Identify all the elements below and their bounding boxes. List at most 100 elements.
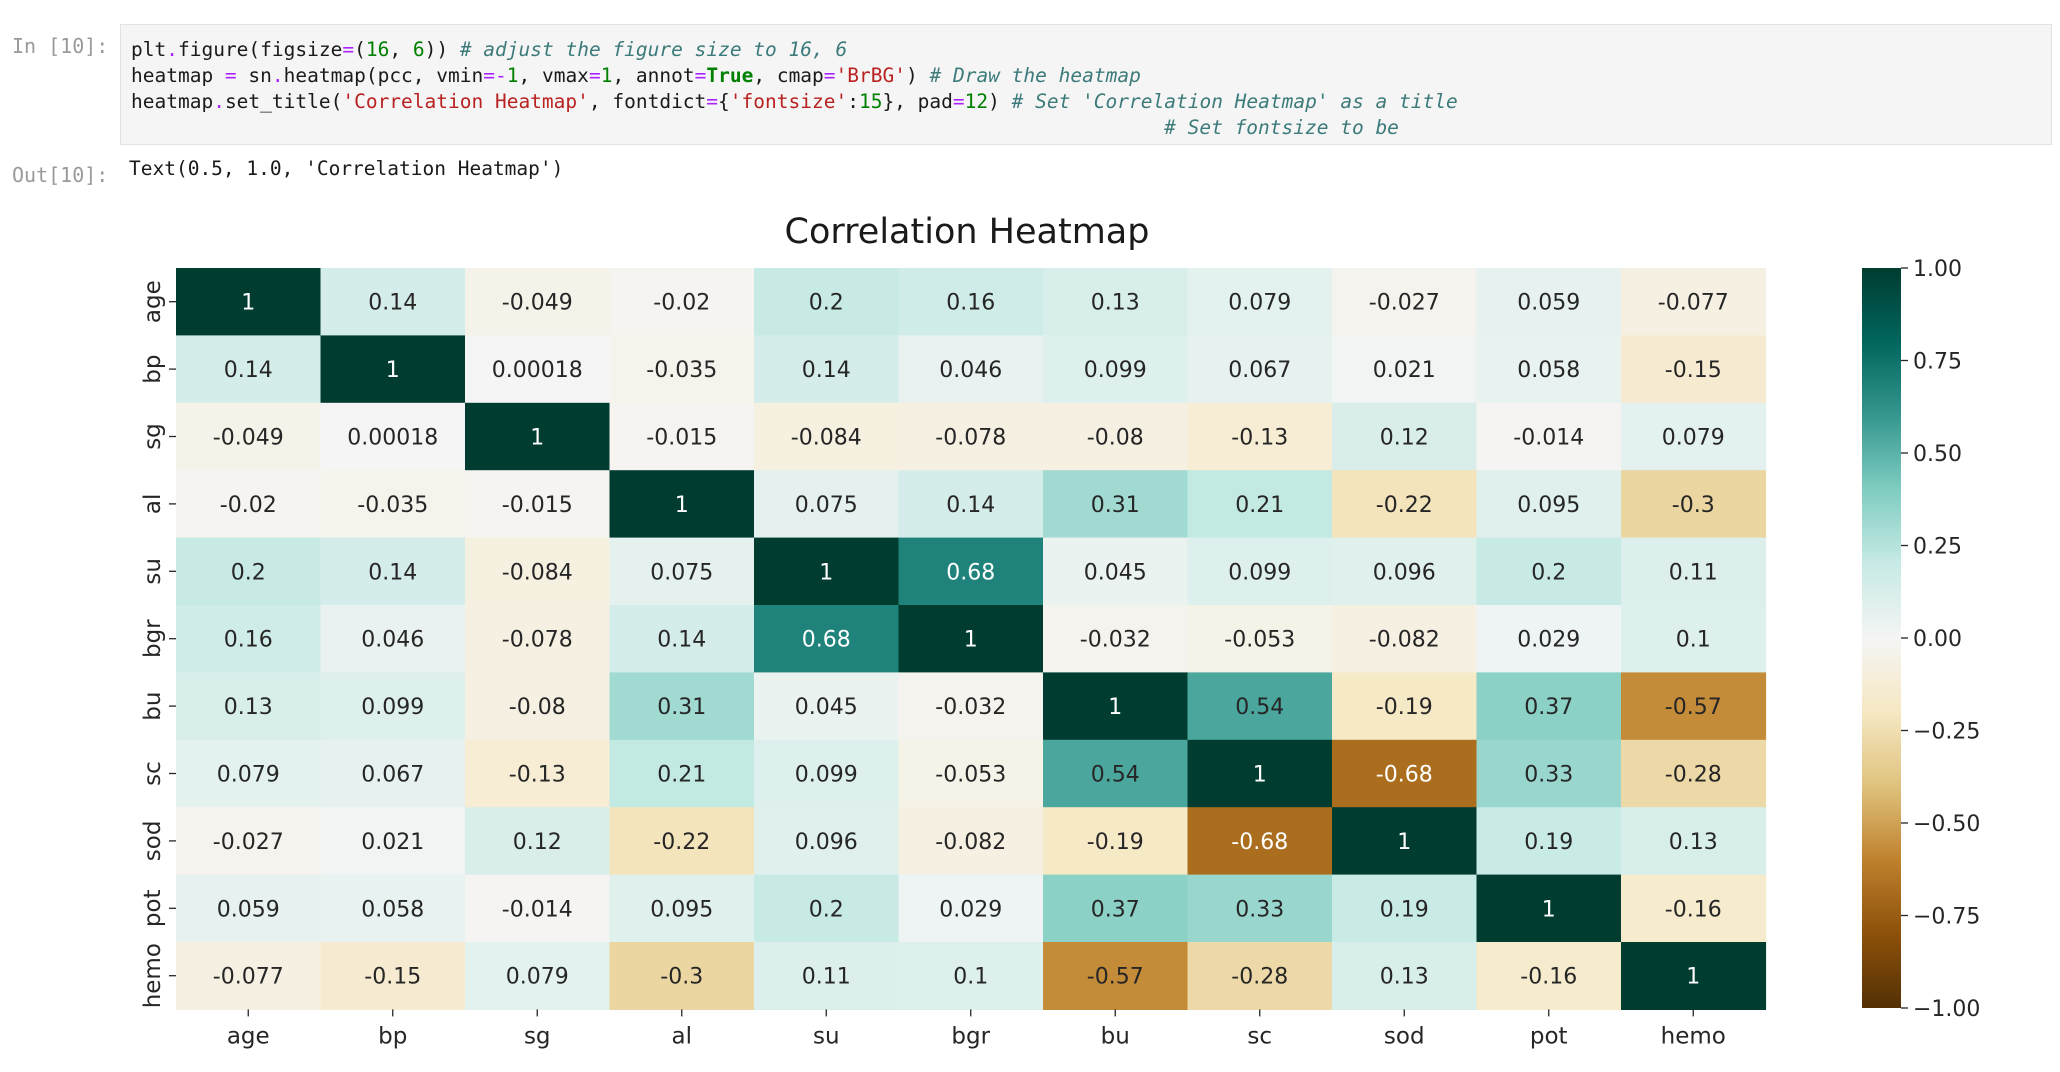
code-token: = [224,64,237,87]
cell-annotation: -0.3 [1672,493,1715,518]
y-tick-label: sc [140,761,166,786]
x-tick-label: pot [1530,1023,1568,1049]
cell-annotation: -0.032 [1080,628,1151,653]
heatmap-cell [176,537,322,606]
heatmap-cell [176,268,322,336]
heatmap-cell [1043,739,1189,808]
cell-annotation: -0.015 [646,426,717,451]
cell-annotation: -0.68 [1231,830,1288,855]
heatmap-cell [1332,335,1478,404]
heatmap-cell [320,807,466,876]
heatmap-cell [320,402,466,471]
cell-annotation: 0.046 [361,628,424,653]
code-token: , [389,38,413,61]
heatmap-cell [1043,672,1189,741]
cell-annotation: 0.075 [795,493,858,518]
cell-annotation: -0.035 [646,358,717,383]
cell-annotation: 0.067 [361,763,424,788]
heatmap-cell [898,470,1044,539]
cell-annotation: 0.029 [1517,628,1580,653]
cell-annotation: 0.029 [939,897,1002,922]
cell-annotation: 0.021 [361,830,424,855]
cell-annotation: 0.37 [1091,897,1140,922]
heatmap-cell [1476,807,1622,876]
heatmap-cell [1332,807,1478,876]
cell-annotation: 0.1 [953,965,988,990]
heatmap-cell [1332,268,1478,336]
output-text: Text(0.5, 1.0, 'Correlation Heatmap') [129,157,564,180]
heatmap-cell [898,672,1044,741]
heatmap-cell [1476,672,1622,741]
cell-annotation: 0.021 [1373,358,1436,383]
code-input-area[interactable]: plt.figure(figsize=(16, 6)) # adjust the… [120,24,2052,145]
cell-annotation: -0.035 [357,493,428,518]
code-token: = [694,64,707,87]
cell-annotation: -0.077 [1658,291,1729,316]
x-tick-label: hemo [1661,1023,1726,1049]
cell-annotation: 0.14 [802,358,851,383]
cell-annotation: 0.14 [368,560,417,585]
code-token: }, pad [882,90,953,113]
cell-annotation: 0.19 [1380,897,1429,922]
code-line: plt.figure(figsize=(16, 6)) # adjust the… [131,37,2051,63]
heatmap-cell [176,942,322,1010]
heatmap-cell [754,942,900,1010]
colorbar-tick-label: 0.50 [1913,442,1962,467]
heatmap-cell [898,874,1044,943]
cell-annotation: -0.16 [1520,965,1577,990]
heatmap-cell [1621,268,1767,336]
heatmap-cell [1476,874,1622,943]
cell-annotation: 1 [386,358,400,383]
x-tick-label: bp [378,1023,407,1049]
heatmap-cell [754,402,900,471]
cell-annotation: 0.12 [1380,426,1429,451]
cell-annotation: -0.082 [1369,628,1440,653]
colorbar: 1.00 0.75 0.50 0.25 0.00 −0.25 −0.50 −0.75 −1.00 [1862,257,1980,1022]
cell-annotation: 0.059 [217,897,280,922]
code-token: 15 [858,90,883,113]
heatmap-cell [176,807,322,876]
cell-annotation: 1 [530,426,544,451]
cell-annotation: 0.046 [939,358,1002,383]
heatmap-cell [898,942,1044,1010]
cell-annotation: -0.084 [791,426,862,451]
cell-annotation: -0.082 [935,830,1006,855]
heatmap-cell [1043,874,1189,943]
cell-annotation: -0.078 [935,426,1006,451]
code-token: { [718,90,730,113]
heatmap-cell [320,537,466,606]
code-token: heatmap [131,64,225,87]
heatmap-cell [1332,874,1478,943]
y-axis: age bp sg al su bgr bu sc sod pot hemo [140,280,176,1008]
cell-annotation: -0.19 [1376,695,1433,720]
code-token: ( [354,38,366,61]
heatmap-cell [1332,942,1478,1010]
code-token: , annot [612,64,695,87]
heatmap-cell [1476,268,1622,336]
heatmap-cell [465,470,611,539]
cell-annotation: -0.15 [1665,358,1722,383]
x-tick-label: bgr [951,1023,990,1049]
cell-annotation: -0.014 [1513,426,1584,451]
code-token: 1 [600,64,613,87]
y-tick-label: bgr [140,619,166,658]
cell-annotation: 0.13 [224,695,273,720]
heatmap-cell [609,537,755,606]
code-token: 'Correlation Heatmap' [342,90,589,113]
cell-annotation: 0.099 [1084,358,1147,383]
heatmap-cell [754,470,900,539]
heatmap-cell [1187,605,1333,673]
cell-annotation: 0.2 [809,897,844,922]
cell-annotation: 0.37 [1524,695,1573,720]
cell-annotation: 0.14 [368,291,417,316]
heatmap-cell [898,537,1044,606]
cell-annotation: 0.2 [1531,560,1566,585]
heatmap-cell [1043,605,1189,673]
x-tick-label: su [813,1023,840,1049]
heatmap-cell [320,268,466,336]
cell-annotation: -0.15 [364,965,421,990]
code-token: = [342,38,355,61]
cell-annotation: 0.096 [795,830,858,855]
cell-annotation: -0.57 [1087,965,1144,990]
